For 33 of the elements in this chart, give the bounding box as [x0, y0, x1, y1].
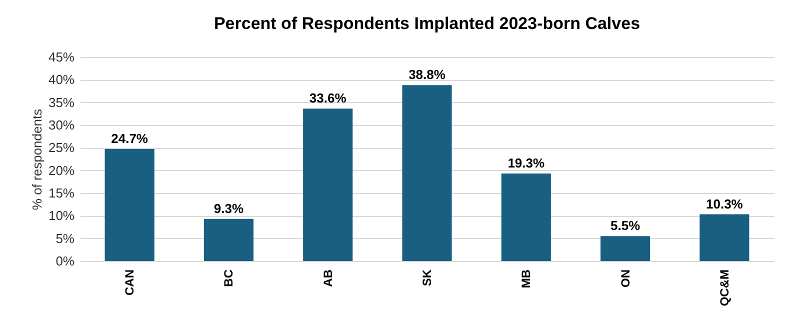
data-label: 24.7%: [111, 131, 148, 146]
y-tick-label: 20%: [48, 162, 75, 178]
bar: [501, 174, 551, 261]
y-tick-label: 0%: [56, 254, 75, 268]
y-tick-label: 25%: [48, 140, 75, 156]
data-label: 19.3%: [508, 156, 546, 171]
x-tick-label: SK: [420, 269, 434, 286]
bar: [204, 218, 254, 261]
y-tick-label: 45%: [48, 50, 75, 64]
y-tick-label: 10%: [48, 208, 75, 224]
x-tick-label: ON: [618, 270, 632, 288]
y-axis-title: % of respondents: [29, 108, 44, 210]
x-tick-label: BC: [222, 269, 236, 287]
x-tick-label: MB: [519, 269, 534, 288]
data-label: 5.5%: [610, 218, 641, 234]
y-tick-label: 40%: [48, 72, 75, 88]
y-tick-label: 5%: [56, 230, 75, 246]
bar: [303, 108, 353, 261]
data-label: 10.3%: [706, 196, 744, 212]
x-tick-label: AB: [320, 269, 335, 287]
x-tick-label: CAN: [122, 270, 137, 296]
bar: [700, 214, 750, 261]
data-label: 38.8%: [408, 67, 446, 82]
bar: [402, 85, 452, 261]
y-tick-label: 15%: [48, 186, 75, 200]
data-label: 33.6%: [309, 90, 347, 106]
y-tick-label: 30%: [48, 118, 75, 132]
bar: [600, 236, 650, 261]
chart-title: Percent of Respondents Implanted 2023-born Calves: [214, 14, 640, 33]
data-label: 9.3%: [214, 200, 244, 216]
x-tick-label: QC&M: [717, 270, 732, 306]
bar: [104, 149, 154, 261]
y-tick-label: 35%: [48, 94, 75, 110]
